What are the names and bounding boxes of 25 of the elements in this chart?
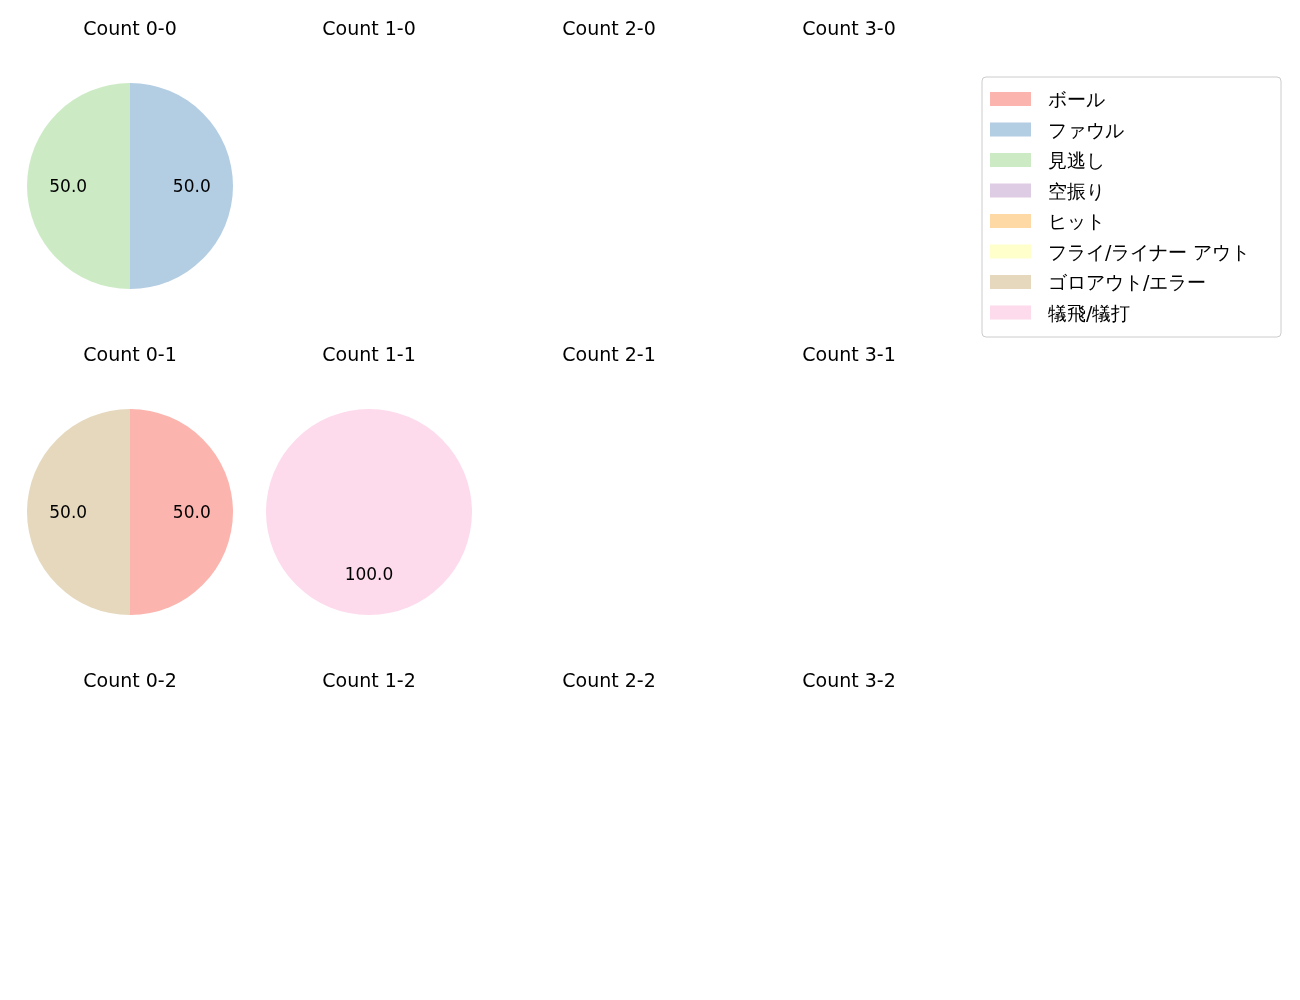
legend-label: 見逃し xyxy=(1048,149,1105,171)
data-label: 100.0 xyxy=(344,563,394,584)
legend-label: フライ/ライナー アウト xyxy=(1048,240,1251,263)
legend-label: ファウル xyxy=(1048,118,1124,141)
legend-label: 犠飛/犠打 xyxy=(1048,301,1131,324)
legend-label: ボール xyxy=(1048,88,1105,110)
text: Count 2-2 xyxy=(562,669,656,691)
text: Count 3-0 xyxy=(802,17,896,39)
chart-title: Count 0-0 xyxy=(83,17,177,39)
text: Count 2-1 xyxy=(562,343,656,365)
text: Count 2-0 xyxy=(562,17,656,39)
text: Count 1-0 xyxy=(322,17,416,39)
text: Count 3-2 xyxy=(802,669,896,691)
chart-title: Count 0-1 xyxy=(83,343,177,365)
data-label: 50.0 xyxy=(172,502,211,522)
legend-label: ヒット xyxy=(1048,210,1105,232)
legend-label: 空振り xyxy=(1048,179,1105,202)
data-label: 50.0 xyxy=(49,176,88,196)
chart-title: Count 1-1 xyxy=(322,343,416,365)
text: Count 1-2 xyxy=(322,669,416,691)
data-label: 50.0 xyxy=(172,176,211,196)
text: Count 3-1 xyxy=(802,343,896,365)
data-label: 50.0 xyxy=(49,502,88,522)
legend-label: ゴロアウト/エラー xyxy=(1048,271,1207,293)
text: Count 0-2 xyxy=(83,669,177,691)
